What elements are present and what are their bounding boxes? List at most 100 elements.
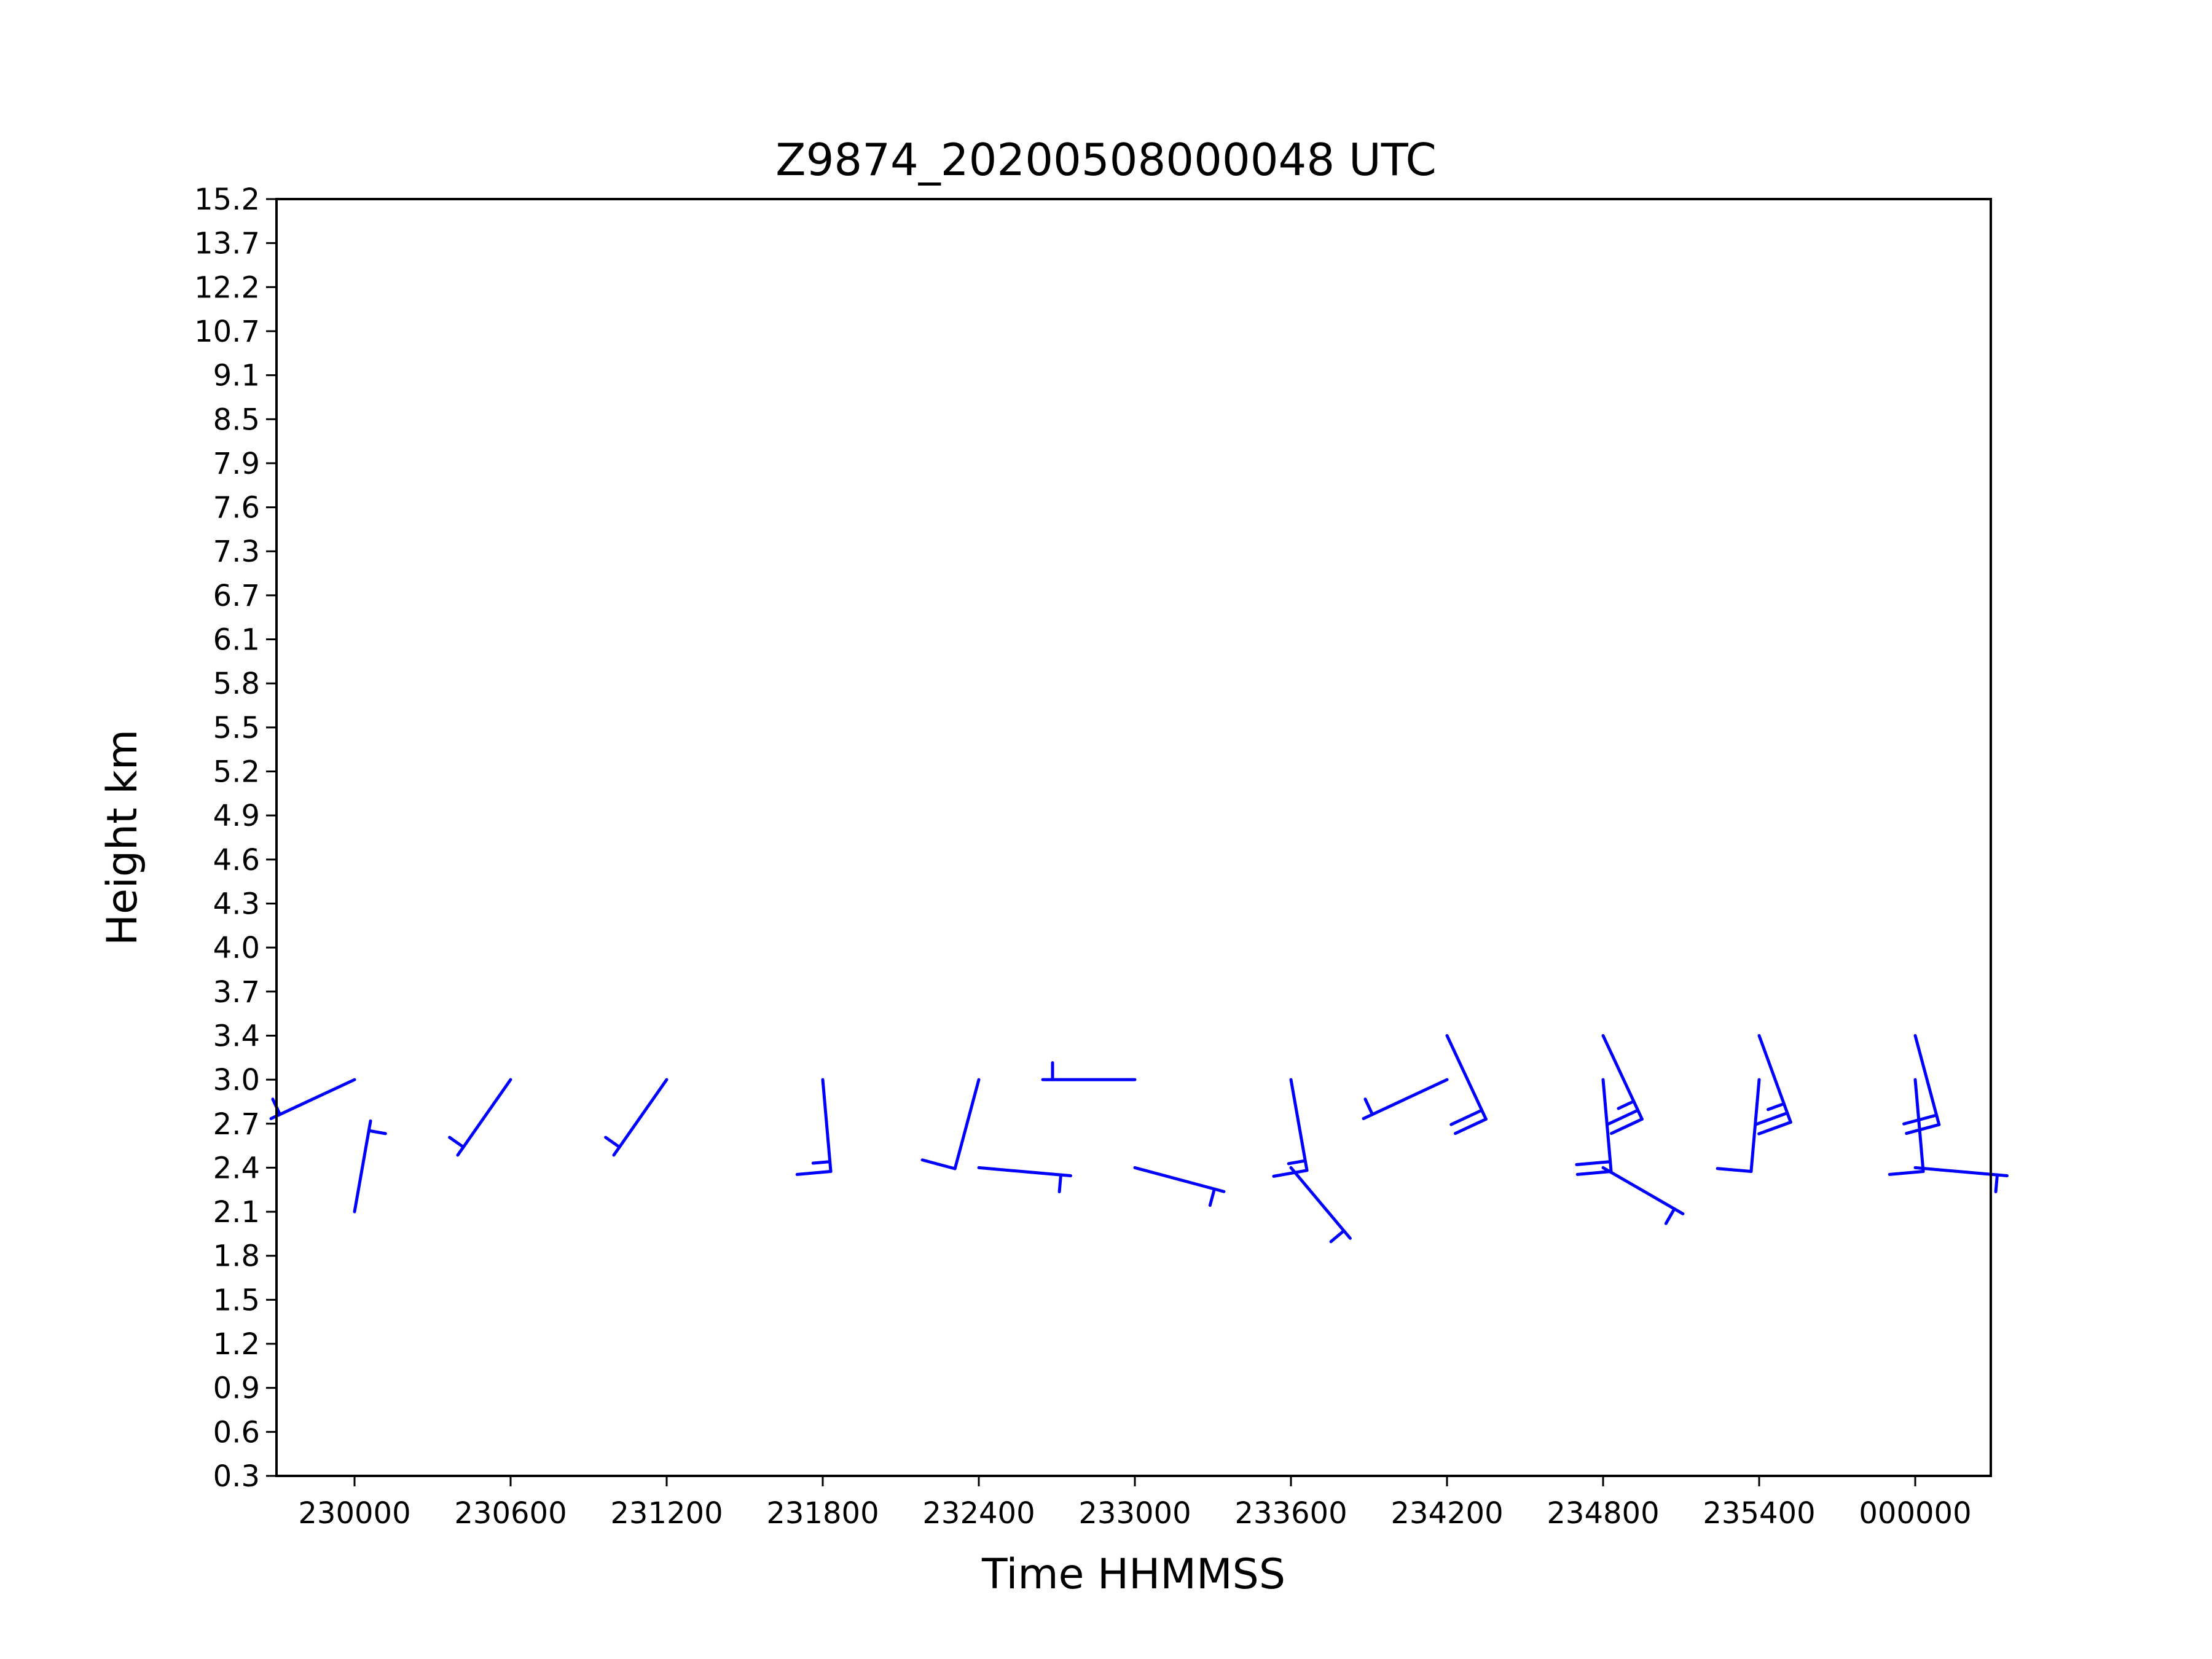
barb-flag-half [604,1135,621,1149]
y-tick-label: 1.8 [213,1239,260,1274]
y-tick-label: 12.2 [194,270,260,305]
wind-barb [1041,1061,1137,1081]
y-tick-label: 4.9 [213,799,260,833]
y-axis: 0.3 0.6 0.9 1.2 1.5 1.8 2.1 2.4 2.7 3.0 3.4 3.7 4.0 4… [194,182,276,1494]
barb-shaft [353,1119,372,1214]
wind-barb [1754,1033,1792,1135]
y-axis-title: Height km [98,729,147,946]
y-tick-label: 3.0 [213,1063,260,1097]
barb-flag-full [920,1158,957,1171]
x-tick-label: 232400 [922,1496,1035,1531]
y-tick-label: 7.9 [213,447,260,481]
barb-shaft [977,1166,1072,1177]
barb-shaft [1913,1033,1941,1126]
barb-flag-half [1664,1207,1676,1225]
barb-shaft [1601,1166,1685,1215]
x-tick-label: 233000 [1078,1496,1191,1531]
y-tick-label: 3.7 [213,975,260,1010]
y-tick-label: 1.5 [213,1283,260,1317]
y-tick-label: 1.2 [213,1327,260,1362]
barb-flag-half [1363,1097,1375,1116]
barb-flag-full [1716,1167,1753,1174]
x-tick-label: 230000 [298,1496,410,1531]
barb-flag-half [1617,1099,1636,1110]
wind-barb [977,1166,1072,1193]
wind-barb [1272,1078,1309,1178]
barb-shaft [1445,1033,1488,1121]
chart-title: Z9874_20200508000048 UTC [775,134,1437,186]
y-tick-label: 5.8 [213,667,260,701]
barb-flag-half [448,1135,465,1149]
barb-flag-half [811,1160,832,1165]
barb-flag-full [1610,1117,1644,1135]
y-tick-label: 4.6 [213,843,260,877]
barb-flag-full [1272,1169,1309,1178]
x-tick-label: 000000 [1859,1496,1971,1531]
y-tick-label: 2.1 [213,1195,260,1230]
y-tick-label: 7.3 [213,535,260,569]
wind-barb [604,1078,669,1157]
barb-flag-half [367,1129,387,1135]
barb-shaft [821,1078,833,1174]
barb-shaft [1913,1078,1925,1174]
wind-barb [1601,1033,1644,1135]
wind-barb [795,1078,833,1176]
y-tick-label: 8.5 [213,402,260,437]
wind-barb [1902,1033,1941,1135]
y-tick-label: 5.2 [213,755,260,790]
barb-flag-half [1767,1102,1786,1112]
y-tick-label: 3.4 [213,1019,260,1053]
y-tick-label: 15.2 [194,182,260,217]
y-tick-label: 10.7 [194,315,260,349]
barb-flag-full [795,1170,833,1176]
x-axis-title: Time HHMMSS [981,1550,1285,1599]
barb-flag-half [1208,1187,1216,1207]
barb-flag-half [1994,1173,1999,1193]
y-tick-label: 2.7 [213,1107,260,1142]
barb-flag-full [1454,1117,1488,1135]
barb-shaft [456,1078,512,1157]
barb-flag-half [1287,1159,1307,1166]
wind-barb [920,1078,981,1171]
barb-flag-full [1902,1113,1939,1126]
plot-frame [275,198,1992,1477]
barb-shaft [269,1078,356,1120]
wind-barb [1888,1078,1925,1176]
wind-barb [1133,1166,1226,1207]
wind-barb [1445,1033,1488,1135]
y-tick-label: 0.6 [213,1415,260,1449]
barb-flag-full [1888,1170,1925,1176]
x-tick-label: 230600 [454,1496,567,1531]
barb-flag-full [1606,1108,1640,1126]
wind-barb [1289,1166,1352,1244]
y-tick-label: 13.7 [194,227,260,261]
y-tick-label: 2.4 [213,1151,260,1185]
barb-flag-full [1905,1123,1941,1135]
barb-flag-full [1575,1170,1613,1176]
x-tick-label: 234800 [1547,1496,1659,1531]
x-tick-label: 234200 [1390,1496,1503,1531]
barb-flag-half [1057,1173,1062,1193]
y-tick-label: 6.7 [213,579,260,613]
barb-flag-full [1754,1111,1789,1126]
barb-shaft [612,1078,669,1157]
y-tick-label: 4.0 [213,931,260,965]
x-tick-label: 231200 [610,1496,723,1531]
barb-shaft [1289,1078,1309,1172]
y-tick-label: 7.6 [213,491,260,525]
barb-flag-full [1575,1160,1612,1166]
x-axis: 230000 230600 231200 231800 232400 233000 2336… [298,1476,1972,1531]
y-tick-label: 6.1 [213,623,260,657]
x-tick-label: 235400 [1703,1496,1815,1531]
wind-barb [1601,1166,1685,1225]
barb-shaft [1133,1166,1226,1193]
barb-shaft [953,1078,981,1171]
x-tick-label: 233600 [1234,1496,1347,1531]
barb-flag-full [1449,1108,1484,1126]
barb-shaft [1362,1078,1449,1120]
y-tick-label: 0.9 [213,1371,260,1406]
wind-barb [353,1119,387,1214]
barb-shaft [1757,1033,1792,1124]
